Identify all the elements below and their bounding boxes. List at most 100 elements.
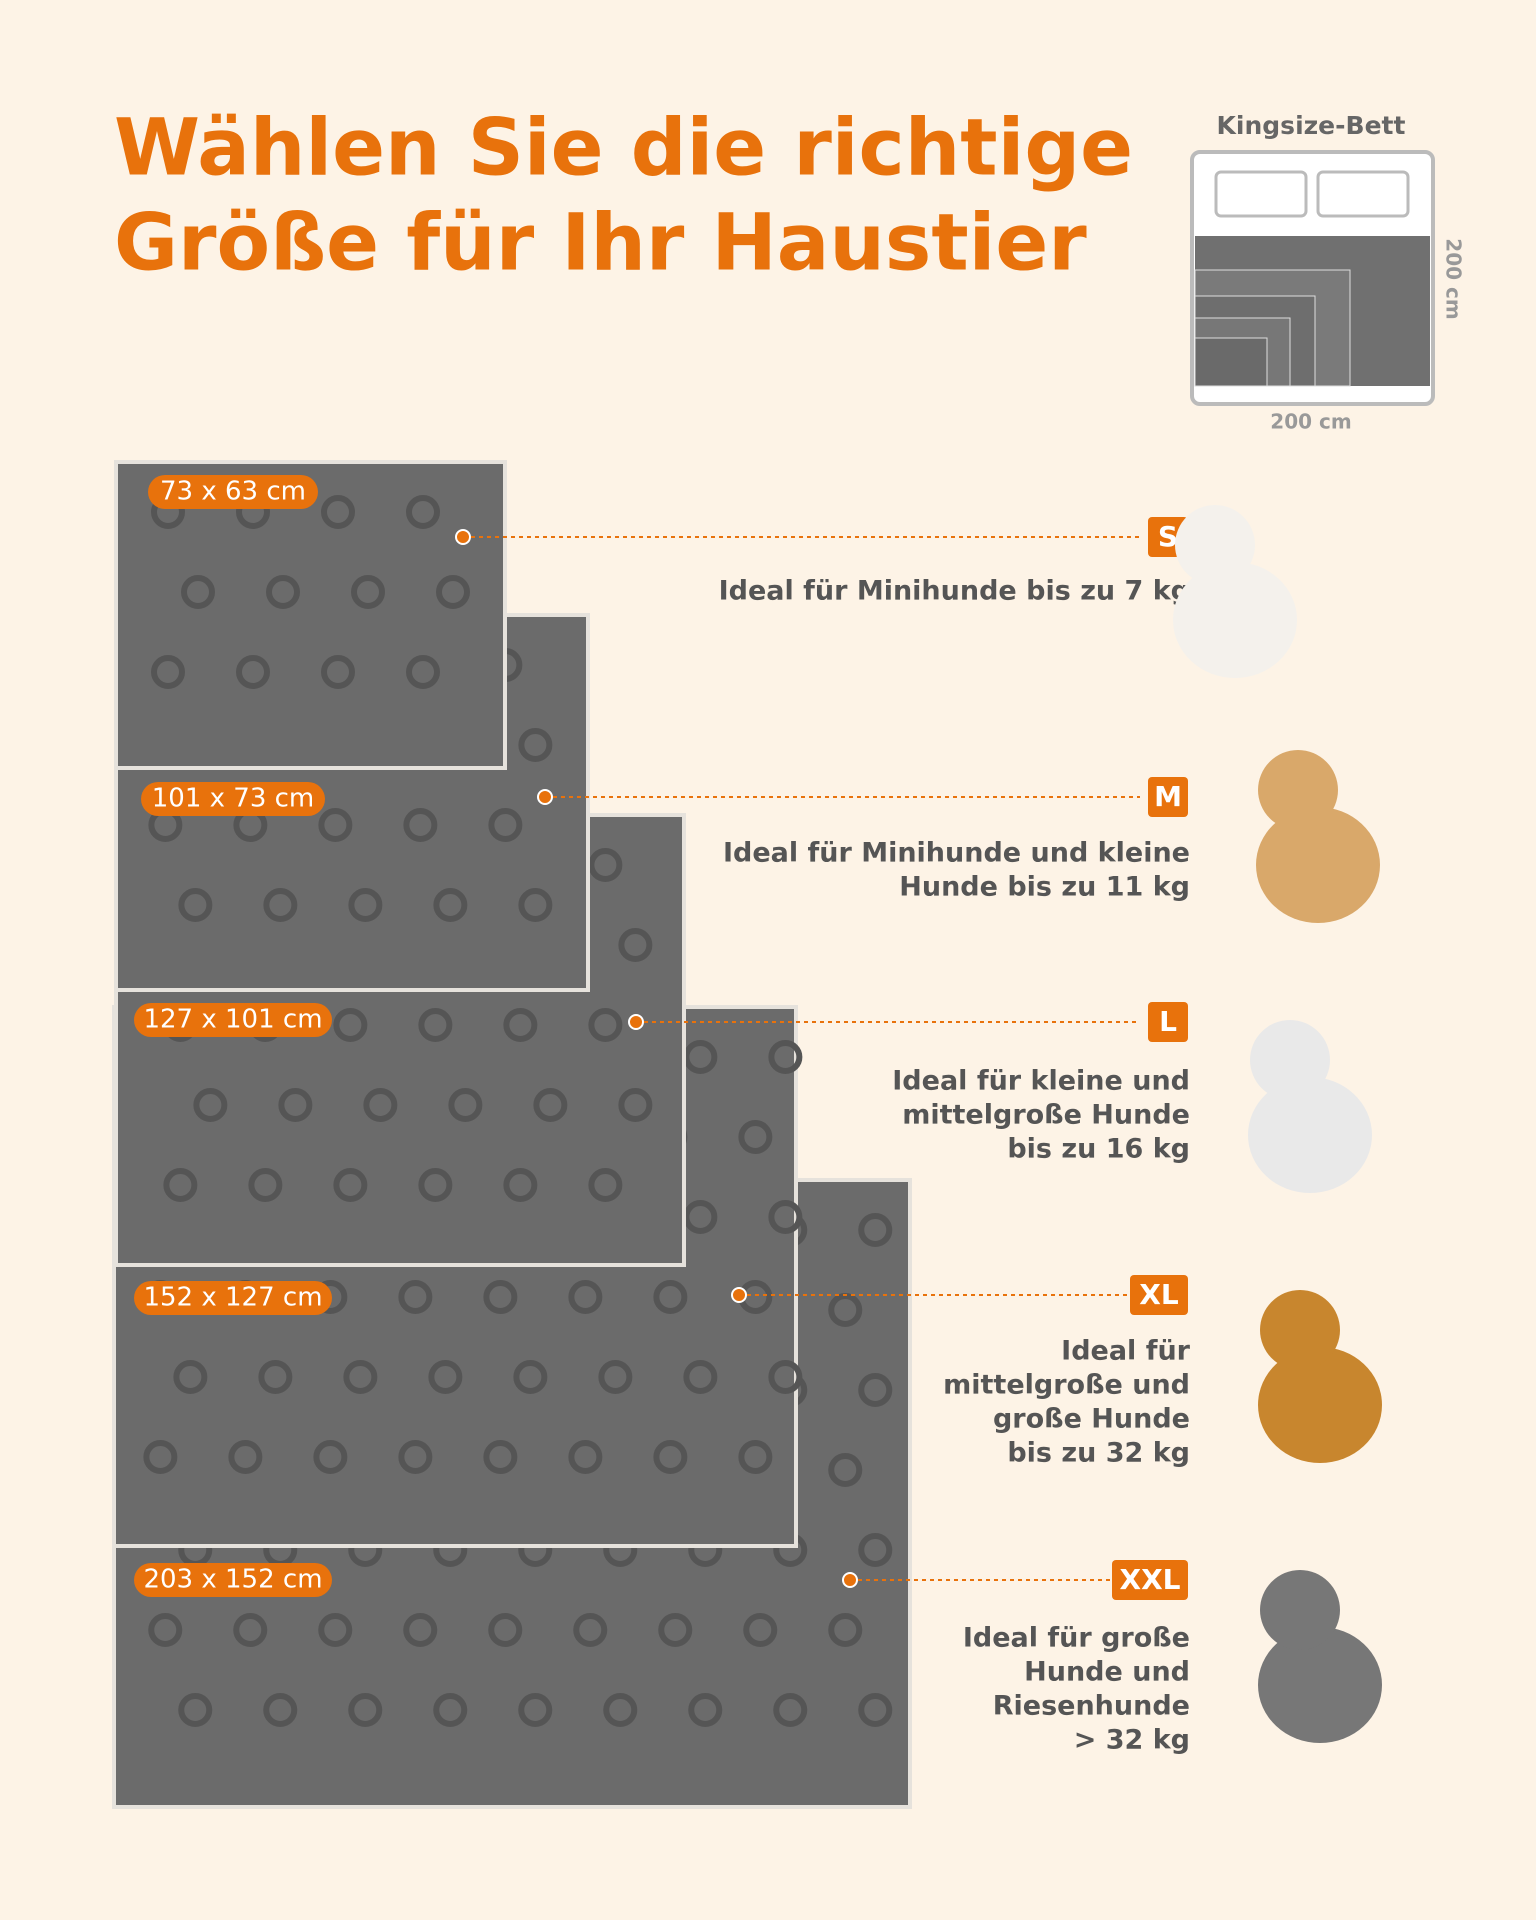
leader-dot (537, 789, 553, 805)
pattern-dot (448, 1088, 483, 1122)
pattern-dot (573, 1613, 608, 1647)
size-description: > 32 kg (1074, 1725, 1190, 1756)
dimension-label: 152 x 127 cm (143, 1283, 322, 1313)
pattern-dot (313, 1440, 348, 1474)
pattern-dot (598, 1360, 633, 1394)
pattern-dot (318, 1613, 353, 1647)
leader-dot (455, 529, 471, 545)
pattern-dot (278, 1088, 313, 1122)
bed-diagram: Kingsize-Bett 200 cm 200 cm (1190, 111, 1466, 434)
size-description: Hunde bis zu 11 kg (899, 872, 1190, 903)
pattern-dot (321, 495, 355, 529)
pattern-dot (683, 1360, 718, 1394)
pattern-dot (181, 575, 215, 609)
pattern-dot (418, 1168, 453, 1202)
dog-body (1258, 1347, 1382, 1463)
size-description: Ideal für Minihunde bis zu 7 kg (719, 576, 1190, 607)
pattern-dot (433, 1693, 468, 1727)
dimension-pill (141, 782, 325, 816)
pillow (1316, 170, 1410, 218)
pattern-dot (398, 1440, 433, 1474)
pattern-dot (503, 1168, 538, 1202)
pattern-dot (406, 655, 440, 689)
pattern-dot (173, 1360, 208, 1394)
size-letter: M (1154, 780, 1182, 813)
size-description: Hunde und (1024, 1657, 1190, 1688)
size-description: mittelgroße Hunde (902, 1100, 1190, 1131)
pattern-dot (418, 1008, 453, 1042)
pattern-dot (248, 1168, 283, 1202)
pattern-dot (403, 1613, 438, 1647)
dimension-label: 73 x 63 cm (160, 477, 306, 507)
pattern-dot (588, 1168, 623, 1202)
pattern-dot (858, 1693, 893, 1727)
bed-label: Kingsize-Bett (1217, 111, 1406, 140)
size-badge (1130, 1275, 1188, 1315)
pattern-dot (433, 888, 468, 922)
pattern-dot (263, 888, 298, 922)
dimension-pill (148, 475, 318, 509)
pattern-dot (618, 1088, 653, 1122)
leader-dot (842, 1572, 858, 1588)
pattern-dot (333, 1168, 368, 1202)
dog-head (1175, 505, 1255, 585)
pattern-dot (738, 1120, 773, 1154)
pattern-dot (428, 1360, 463, 1394)
pattern-dot (683, 1040, 718, 1074)
pattern-dot (603, 1693, 638, 1727)
pattern-dot (398, 1280, 433, 1314)
size-description: Riesenhunde (993, 1691, 1190, 1722)
pattern-dot (148, 1613, 183, 1647)
pattern-dot (178, 888, 213, 922)
blanket-s (1194, 337, 1268, 387)
pattern-dot (266, 575, 300, 609)
pattern-dot (503, 1008, 538, 1042)
pattern-dot (518, 888, 553, 922)
size-description: große Hunde (993, 1404, 1190, 1435)
size-description: Ideal für kleine und (892, 1066, 1190, 1097)
pattern-dot (436, 575, 470, 609)
pattern-dot (568, 1440, 603, 1474)
size-rows: 73 x 63 cm S Ideal für Minihunde bis zu 7 … (134, 475, 1382, 1756)
size-badge (1148, 1002, 1188, 1042)
pattern-dot (363, 1088, 398, 1122)
dog-head (1258, 750, 1338, 830)
size-letter: S (1158, 520, 1178, 553)
dog-head (1260, 1290, 1340, 1370)
leader-dot (628, 1014, 644, 1030)
pattern-dot (858, 1213, 893, 1247)
pattern-dot (333, 1008, 368, 1042)
pattern-dot (828, 1613, 863, 1647)
pattern-dot (483, 1280, 518, 1314)
pillow (1214, 170, 1308, 218)
pattern-dot (163, 1168, 198, 1202)
pattern-dot (318, 808, 353, 842)
size-badge (1112, 1560, 1188, 1600)
pattern-dot (858, 1373, 893, 1407)
pattern-dot (688, 1693, 723, 1727)
size-letter: XL (1139, 1278, 1179, 1311)
dimension-label: 203 x 152 cm (143, 1565, 322, 1595)
dimension-pill (134, 1281, 332, 1315)
pattern-dot (236, 655, 270, 689)
pattern-dot (143, 1440, 178, 1474)
size-letter: XXL (1119, 1563, 1180, 1596)
size-description: bis zu 32 kg (1007, 1438, 1190, 1469)
pattern-dot (653, 1280, 688, 1314)
pattern-dot (768, 1040, 803, 1074)
pattern-dot (513, 1360, 548, 1394)
pattern-dot (683, 1200, 718, 1234)
pattern-dot (263, 1693, 298, 1727)
pattern-dot (351, 575, 385, 609)
dimension-label: 101 x 73 cm (152, 784, 315, 814)
pattern-dot (568, 1280, 603, 1314)
pattern-dot (178, 1693, 213, 1727)
pattern-dot (858, 1533, 893, 1567)
pattern-dot (406, 495, 440, 529)
size-description: mittelgroße und (943, 1370, 1190, 1401)
pattern-dot (588, 848, 623, 882)
pattern-dot (618, 928, 653, 962)
pattern-dot (653, 1440, 688, 1474)
bed-width: 200 cm (1270, 410, 1351, 434)
